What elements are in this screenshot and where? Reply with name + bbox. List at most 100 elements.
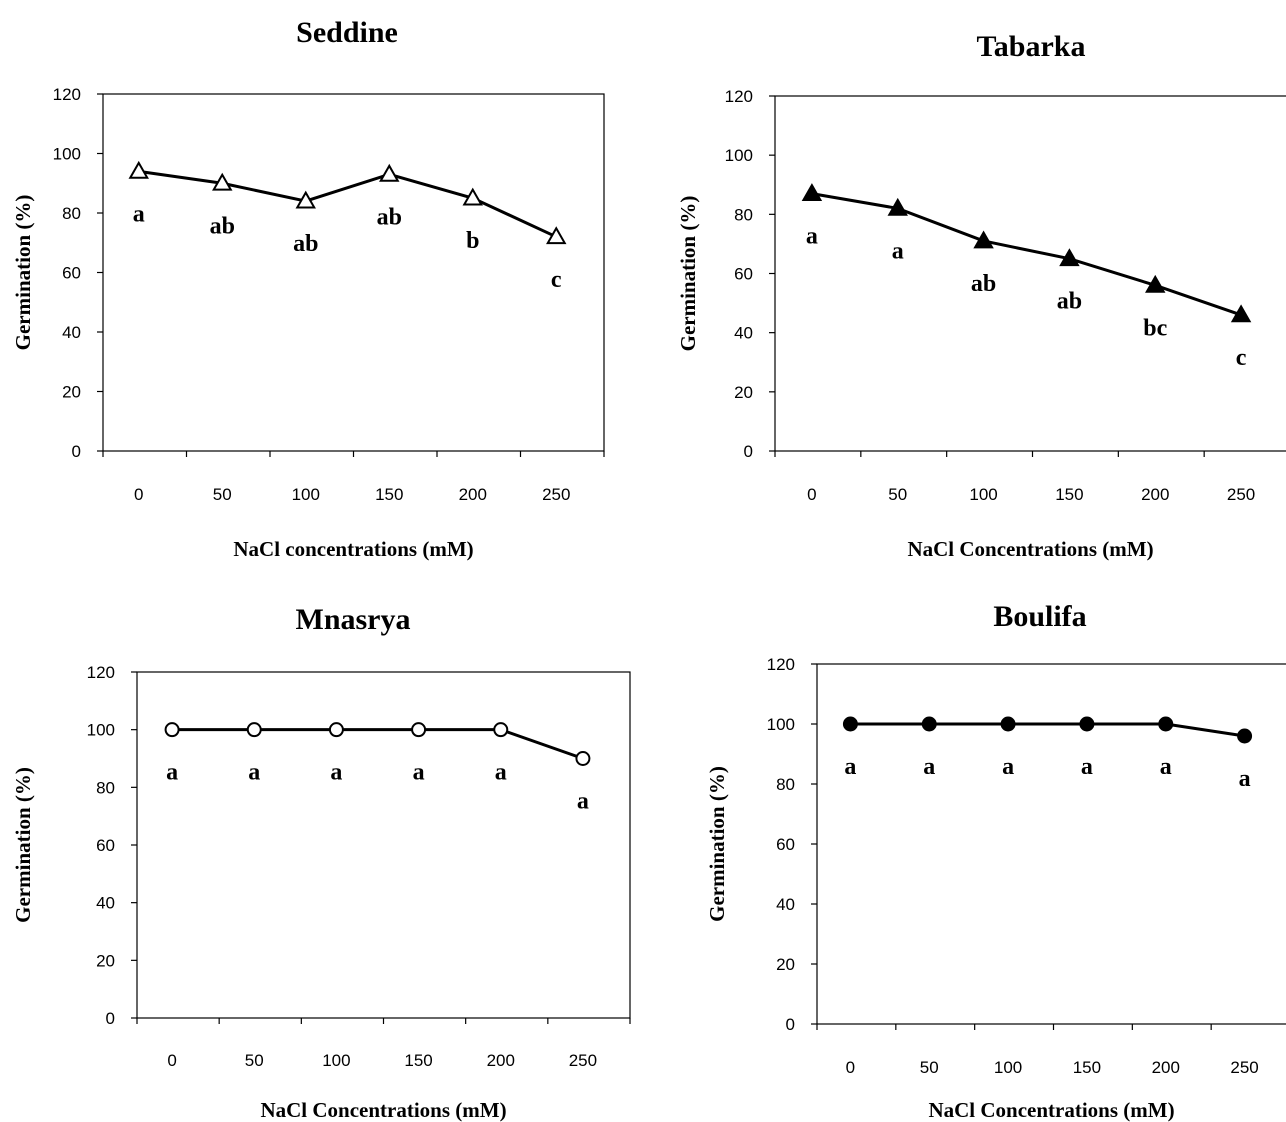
y-tick-label: 80	[734, 205, 753, 224]
plot-area-frame	[816, 663, 1286, 1025]
data-point-marker	[328, 722, 344, 738]
significance-letter: a	[330, 760, 342, 786]
x-tick-label: 200	[459, 485, 487, 504]
significance-letter: ab	[1057, 289, 1082, 315]
y-tick-label: 120	[53, 85, 81, 104]
significance-letter: a	[806, 224, 818, 250]
x-tick-label: 150	[404, 1051, 432, 1070]
x-tick-label: 250	[1227, 485, 1255, 504]
data-point-marker	[887, 197, 908, 216]
x-tick-label: 250	[542, 485, 570, 504]
data-point-marker	[1230, 304, 1252, 323]
y-tick-label: 0	[106, 1009, 115, 1028]
significance-letter: a	[1002, 754, 1014, 780]
chart-title: Mnasrya	[296, 603, 411, 636]
significance-letter: a	[844, 754, 856, 780]
significance-letter: a	[248, 760, 260, 786]
x-tick-label: 150	[1073, 1058, 1101, 1077]
y-tick-label: 60	[96, 836, 115, 855]
significance-letter: a	[166, 760, 178, 786]
significance-letter: a	[133, 201, 145, 227]
data-point-marker	[246, 722, 262, 738]
data-point-marker	[411, 722, 427, 738]
x-tick-label: 50	[213, 485, 232, 504]
y-tick-label: 20	[62, 383, 81, 402]
chart-panel-boulifa: Boulifa 0 20 40 60 80 100 120 0 50 100 150 200 250 NaC…	[705, 600, 1286, 1122]
x-tick-label: 0	[846, 1058, 855, 1077]
x-tick-label: 50	[888, 485, 907, 504]
chart-title: Boulifa	[993, 600, 1086, 633]
x-tick-label: 100	[322, 1051, 350, 1070]
x-tick-label: 50	[920, 1058, 939, 1077]
chart-panel-tabarka: Tabarka 0 20 40 60 80 100 120 0 50 100 150 200 250 NaC…	[676, 30, 1286, 561]
y-axis-title: Germination (%)	[11, 195, 35, 351]
significance-letter: a	[892, 238, 904, 264]
y-tick-label: 40	[62, 323, 81, 342]
y-tick-label: 0	[786, 1015, 795, 1034]
data-point-marker	[379, 163, 400, 182]
x-axis-title: NaCl concentrations (mM)	[233, 537, 473, 561]
y-tick-label: 40	[734, 324, 753, 343]
x-axis-title: NaCl Concentrations (mM)	[907, 537, 1153, 561]
y-tick-label: 20	[96, 951, 115, 970]
data-point-marker	[842, 716, 858, 732]
data-point-marker	[493, 722, 509, 738]
series-line	[850, 722, 1245, 738]
data-point-marker	[546, 226, 567, 245]
y-tick-label: 120	[87, 663, 115, 682]
series-line	[138, 169, 557, 239]
significance-letter: b	[466, 228, 479, 254]
x-tick-label: 250	[1230, 1058, 1258, 1077]
x-tick-label: 50	[245, 1051, 264, 1070]
significance-letter: a	[1160, 754, 1172, 780]
plot-area-frame	[102, 93, 605, 452]
y-tick-label: 40	[776, 895, 795, 914]
data-point-marker	[1145, 274, 1166, 293]
y-tick-label: 100	[767, 715, 795, 734]
data-point-marker	[801, 183, 823, 201]
y-axis-title: Germination (%)	[11, 767, 35, 923]
plot-area-frame	[136, 671, 631, 1019]
data-point-marker	[1079, 716, 1095, 732]
significance-letter: bc	[1143, 315, 1167, 341]
x-tick-label: 200	[487, 1051, 515, 1070]
chart-title: Tabarka	[977, 30, 1086, 63]
data-point-marker	[1158, 716, 1174, 732]
x-tick-label: 100	[292, 485, 320, 504]
y-axis-title: Germination (%)	[676, 196, 700, 352]
significance-letter: ab	[377, 204, 402, 230]
y-tick-label: 40	[96, 894, 115, 913]
series-line	[172, 728, 584, 760]
x-tick-label: 0	[807, 485, 816, 504]
significance-letter: a	[577, 789, 589, 815]
x-tick-label: 100	[969, 485, 997, 504]
data-point-marker	[1237, 728, 1253, 744]
y-tick-label: 20	[776, 955, 795, 974]
x-tick-label: 150	[375, 485, 403, 504]
y-axis-title: Germination (%)	[705, 766, 729, 922]
data-point-marker	[164, 722, 180, 738]
y-tick-label: 60	[62, 264, 81, 283]
x-tick-label: 0	[134, 485, 143, 504]
x-tick-label: 150	[1055, 485, 1083, 504]
y-tick-label: 100	[53, 145, 81, 164]
x-axis-title: NaCl Concentrations (mM)	[260, 1098, 506, 1122]
significance-letter: ab	[293, 231, 318, 257]
significance-letter: ab	[971, 271, 996, 297]
y-tick-label: 100	[87, 721, 115, 740]
y-tick-label: 120	[767, 655, 795, 674]
significance-letter: a	[1081, 754, 1093, 780]
y-tick-label: 80	[96, 778, 115, 797]
significance-letter: a	[923, 754, 935, 780]
y-tick-label: 80	[776, 775, 795, 794]
y-tick-label: 0	[72, 442, 81, 461]
data-point-marker	[973, 230, 994, 249]
y-tick-label: 120	[725, 87, 753, 106]
data-point-marker	[462, 187, 483, 206]
x-tick-label: 0	[167, 1051, 176, 1070]
x-tick-label: 250	[569, 1051, 597, 1070]
x-tick-label: 200	[1152, 1058, 1180, 1077]
chart-panel-seddine: Seddine 0 20 40 60 80 100 120 0 50 100 150 200 250 NaC…	[11, 16, 605, 561]
y-tick-label: 20	[734, 383, 753, 402]
